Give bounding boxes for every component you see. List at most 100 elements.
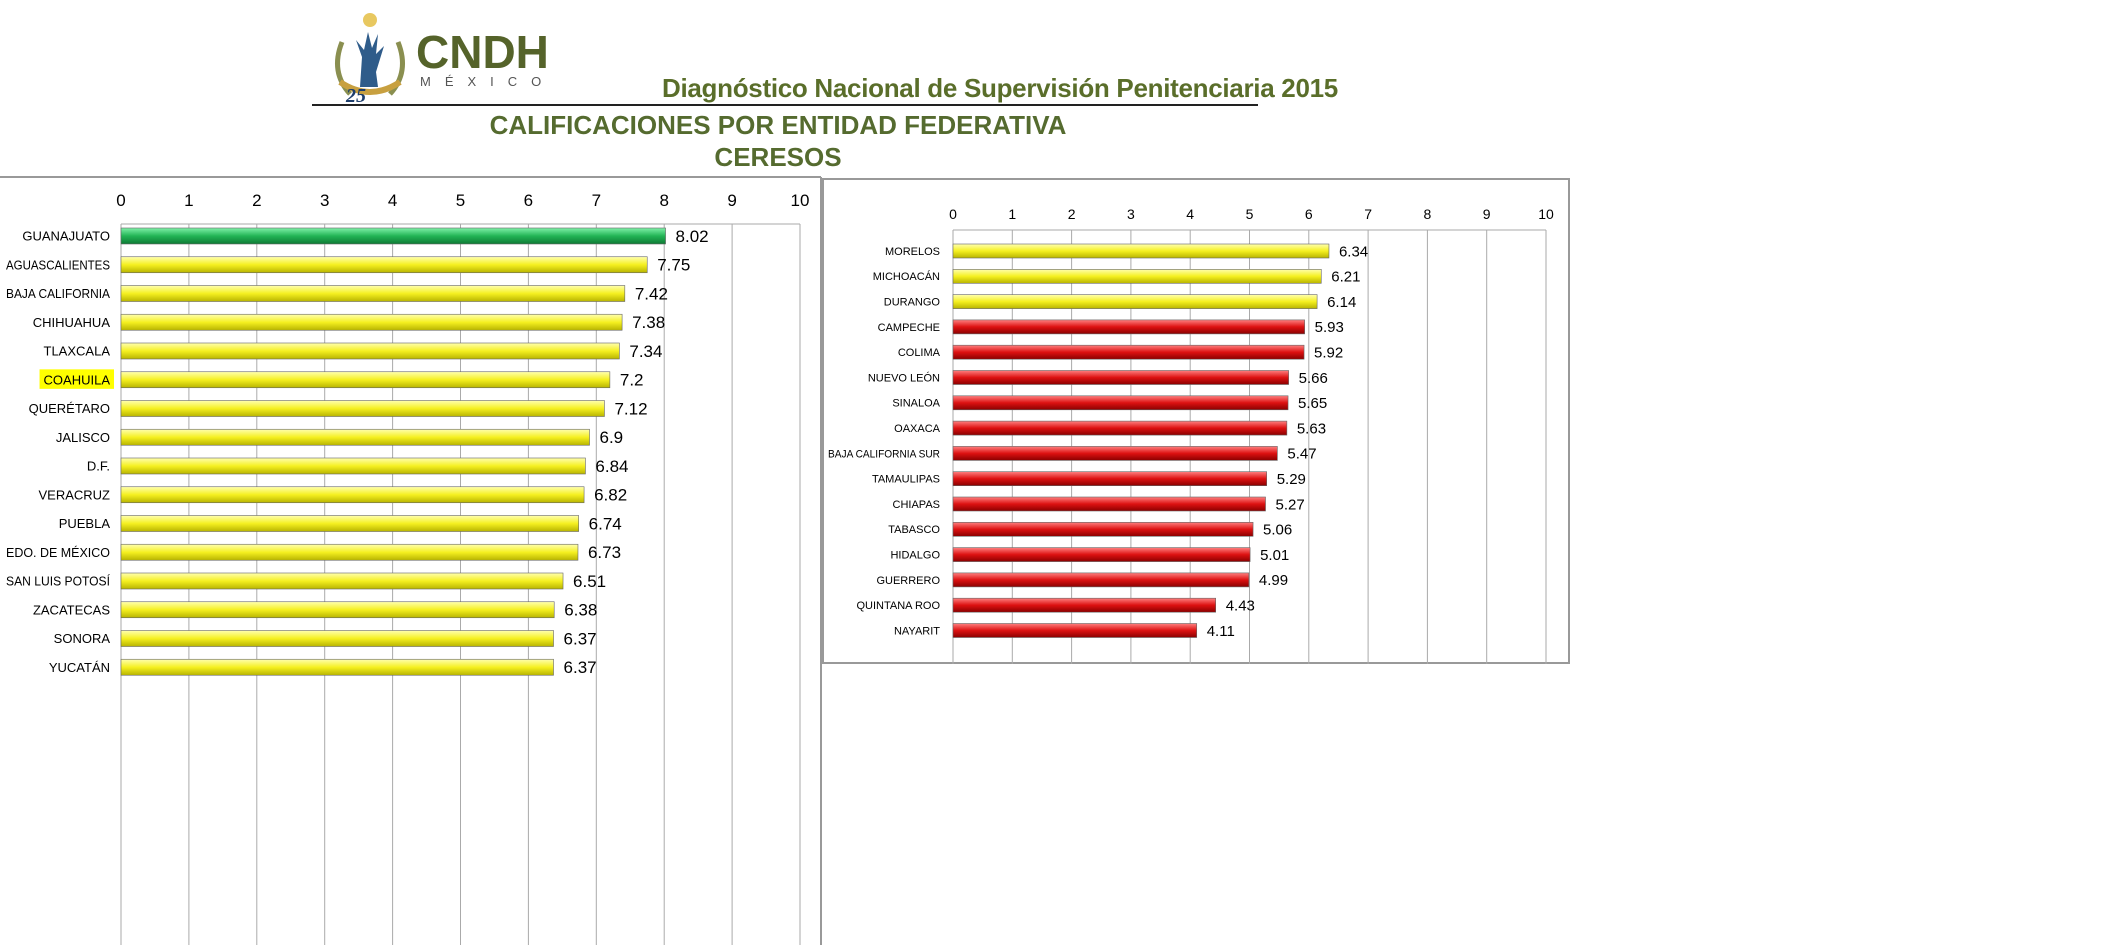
category-label: MORELOS bbox=[885, 246, 940, 258]
category-label: GUANAJUATO bbox=[22, 229, 110, 244]
category-label: BAJA CALIFORNIA SUR bbox=[828, 448, 940, 460]
bar bbox=[952, 344, 1305, 360]
bar bbox=[120, 313, 623, 331]
data-label: 5.06 bbox=[1263, 522, 1292, 539]
bar bbox=[120, 486, 585, 504]
svg-text:CNDH: CNDH bbox=[416, 26, 549, 78]
bar bbox=[120, 428, 590, 446]
x-tick-label: 2 bbox=[1068, 206, 1076, 222]
x-tick-label: 4 bbox=[1186, 206, 1194, 222]
category-label: MICHOACÁN bbox=[873, 270, 940, 283]
x-tick-label: 1 bbox=[184, 191, 193, 210]
bar bbox=[120, 227, 666, 245]
data-label: 6.84 bbox=[595, 457, 628, 476]
bar bbox=[120, 515, 579, 532]
category-label: ZACATECAS bbox=[33, 602, 110, 617]
bar bbox=[952, 269, 1322, 284]
data-label: 5.01 bbox=[1260, 547, 1289, 564]
category-highlight bbox=[39, 369, 114, 389]
category-label: HIDALGO bbox=[890, 549, 940, 561]
right-bar-chart: 0 1 2 3 4 5 6 7 8 9 10 MORELOS 6.34 MICHOACÁN 6.21 DURA… bbox=[822, 178, 1570, 664]
x-tick-label: 3 bbox=[320, 191, 329, 210]
data-label: 5.65 bbox=[1298, 395, 1327, 412]
data-label: 6.9 bbox=[600, 428, 624, 447]
x-tick-label: 7 bbox=[592, 191, 601, 210]
bar bbox=[120, 658, 554, 676]
bar bbox=[120, 630, 554, 647]
cndh-logo: 25 CNDH MÉXICO bbox=[335, 13, 549, 104]
x-tick-label: 0 bbox=[116, 191, 125, 210]
category-label: PUEBLA bbox=[59, 516, 111, 531]
data-label: 7.2 bbox=[620, 371, 644, 390]
bar bbox=[120, 342, 620, 360]
bar bbox=[120, 371, 611, 389]
data-label: 6.82 bbox=[594, 486, 627, 505]
category-label: NAYARIT bbox=[894, 625, 940, 637]
category-label: AGUASCALIENTES bbox=[6, 257, 110, 272]
data-label: 6.21 bbox=[1331, 269, 1360, 286]
category-label: CHIHUAHUA bbox=[33, 315, 111, 330]
x-tick-label: 6 bbox=[1305, 206, 1313, 222]
bar bbox=[120, 543, 579, 561]
category-label: CAMPECHE bbox=[878, 322, 940, 334]
bar bbox=[120, 400, 605, 417]
category-label: GUERRERO bbox=[876, 575, 940, 587]
data-label: 6.37 bbox=[564, 629, 597, 648]
category-label: CHIAPAS bbox=[893, 499, 940, 511]
data-label: 7.12 bbox=[614, 399, 647, 418]
x-tick-label: 3 bbox=[1127, 206, 1135, 222]
bar bbox=[120, 457, 586, 475]
data-label: 6.51 bbox=[573, 572, 606, 591]
data-label: 5.47 bbox=[1287, 446, 1316, 463]
bar bbox=[120, 601, 555, 619]
chart-border bbox=[822, 178, 1570, 664]
data-label: 4.11 bbox=[1207, 623, 1235, 640]
data-label: 4.43 bbox=[1226, 597, 1255, 614]
x-tick-label: 9 bbox=[727, 191, 736, 210]
data-label: 5.29 bbox=[1277, 471, 1306, 488]
bar bbox=[952, 471, 1267, 487]
bar bbox=[952, 294, 1318, 309]
bar bbox=[120, 572, 564, 590]
category-label: EDO. DE MÉXICO bbox=[6, 545, 110, 560]
x-tick-label: 5 bbox=[1246, 206, 1254, 222]
x-tick-label: 2 bbox=[252, 191, 261, 210]
bar bbox=[952, 623, 1198, 638]
category-label: COAHUILA bbox=[44, 372, 111, 387]
category-label: DURANGO bbox=[884, 296, 941, 308]
category-label: TLAXCALA bbox=[44, 344, 111, 359]
category-label: QUINTANA ROO bbox=[856, 600, 940, 612]
header-rule bbox=[312, 104, 1258, 106]
category-label: OAXACA bbox=[894, 423, 941, 435]
data-label: 6.74 bbox=[589, 514, 622, 533]
data-label: 6.38 bbox=[564, 601, 597, 620]
data-label: 6.73 bbox=[588, 543, 621, 562]
bar bbox=[952, 521, 1254, 537]
data-label: 7.75 bbox=[657, 256, 690, 275]
data-label: 4.99 bbox=[1259, 572, 1288, 589]
bar bbox=[952, 572, 1250, 588]
bar bbox=[120, 285, 626, 302]
x-tick-label: 0 bbox=[949, 206, 957, 222]
data-label: 5.63 bbox=[1297, 420, 1326, 437]
data-label: 7.42 bbox=[635, 284, 668, 303]
x-tick-label: 10 bbox=[1538, 206, 1554, 222]
x-tick-label: 5 bbox=[456, 191, 465, 210]
data-label: 8.02 bbox=[676, 227, 709, 246]
bar bbox=[120, 256, 648, 274]
category-label: BAJA CALIFORNIA bbox=[6, 286, 110, 301]
category-label: D.F. bbox=[87, 459, 110, 474]
bar bbox=[952, 597, 1216, 613]
x-tick-label: 6 bbox=[524, 191, 533, 210]
category-label: SONORA bbox=[54, 631, 111, 646]
category-label: SINALOA bbox=[892, 398, 940, 410]
data-label: 6.34 bbox=[1339, 243, 1368, 260]
report-subtitle: Diagnóstico Nacional de Supervisión Peni… bbox=[662, 73, 1338, 103]
data-label: 6.14 bbox=[1327, 294, 1356, 311]
svg-text:25: 25 bbox=[345, 85, 366, 104]
x-tick-label: 8 bbox=[659, 191, 668, 210]
x-tick-label: 8 bbox=[1424, 206, 1432, 222]
chart-subtitle: CERESOS bbox=[714, 142, 842, 172]
data-label: 6.37 bbox=[564, 658, 597, 677]
data-label: 5.27 bbox=[1276, 496, 1305, 513]
